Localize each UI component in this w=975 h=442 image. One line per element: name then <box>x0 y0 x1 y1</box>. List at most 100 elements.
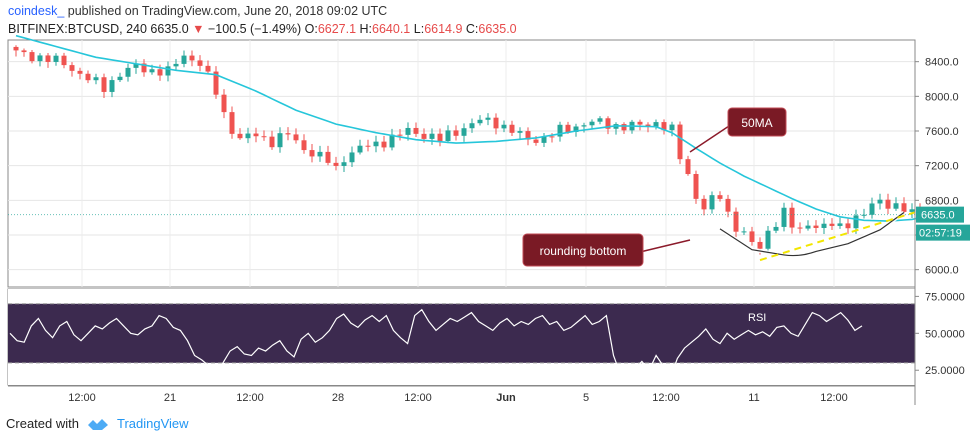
candle-body <box>549 136 555 138</box>
open-label: O: <box>304 22 318 36</box>
candle-body <box>541 136 547 143</box>
candle-body <box>85 73 91 81</box>
candle-body <box>573 126 579 132</box>
candle-body <box>101 77 107 92</box>
candle-body <box>157 69 163 76</box>
candle-body <box>133 63 139 68</box>
high-value: 6640.1 <box>372 22 411 36</box>
candle-body <box>669 124 675 131</box>
pattern-callout-box <box>522 233 644 267</box>
candle-body <box>829 223 835 226</box>
candle-body <box>285 133 291 135</box>
candle-body <box>341 162 347 166</box>
candle-body <box>61 55 67 66</box>
ma-callout-box <box>727 107 787 137</box>
pattern-callout-label: rounding bottom <box>540 244 627 258</box>
x-tick-label: 12:00 <box>68 392 96 404</box>
candle-body <box>301 140 307 151</box>
candle-body <box>149 69 155 73</box>
candle-body <box>277 133 283 148</box>
candle-body <box>821 223 827 228</box>
candle-body <box>69 65 75 71</box>
candle-body <box>365 145 371 147</box>
candle-body <box>77 70 83 74</box>
x-tick-label: 12:00 <box>652 392 680 404</box>
candle-body <box>261 136 267 138</box>
candle-body <box>253 133 259 137</box>
candle-body <box>581 125 587 127</box>
candle-body <box>869 203 875 215</box>
candle-body <box>173 63 179 67</box>
candle-body <box>797 227 803 229</box>
candle-body <box>205 65 211 72</box>
price-tick-label: 8000.0 <box>925 91 959 103</box>
candle-body <box>445 130 451 141</box>
candle-body <box>509 124 515 133</box>
candle-body <box>13 46 19 51</box>
candle-body <box>853 215 859 229</box>
candle-body <box>389 134 395 148</box>
candle-body <box>845 223 851 229</box>
candle-body <box>589 121 595 126</box>
x-tick-label: 12:00 <box>404 392 432 404</box>
candle-body <box>317 151 323 157</box>
candle-body <box>805 225 811 229</box>
candle-body <box>909 209 915 212</box>
candle-body <box>469 123 475 129</box>
candle-body <box>701 198 707 210</box>
candle-body <box>533 139 539 143</box>
price-tick-label: 6800.0 <box>925 195 959 207</box>
countdown-badge <box>916 224 970 241</box>
close-label: C: <box>465 22 479 36</box>
candle-body <box>29 52 35 62</box>
candle-body <box>685 159 691 175</box>
candle-body <box>53 55 59 62</box>
candle-body <box>93 77 99 81</box>
candle-body <box>741 231 747 233</box>
candle-body <box>437 133 443 141</box>
rsi-line <box>9 308 863 382</box>
candle-body <box>565 124 571 132</box>
x-tick-label: 12:00 <box>236 392 264 404</box>
candle-body <box>621 124 627 131</box>
candle-body <box>501 124 507 129</box>
candle-body <box>653 122 659 127</box>
candle-body <box>109 80 115 92</box>
high-label: H: <box>359 22 373 36</box>
candle-body <box>477 119 483 124</box>
pattern-callout-pointer <box>639 239 691 253</box>
candle-body <box>309 150 315 157</box>
candle-body <box>725 198 731 212</box>
ma-callout-label: 50MA <box>741 116 772 130</box>
candle-body <box>637 121 643 125</box>
candle-body <box>189 55 195 61</box>
price-pane <box>7 39 916 288</box>
candle-body <box>141 63 147 73</box>
down-arrow-icon: ▼ <box>192 22 205 36</box>
candle-body <box>645 124 651 127</box>
candle-body <box>325 151 331 163</box>
candle-body <box>813 225 819 228</box>
candle-body <box>733 211 739 232</box>
candle-body <box>269 136 275 148</box>
candle-body <box>749 231 755 242</box>
candle-body <box>181 55 187 64</box>
candle-body <box>397 134 403 136</box>
publisher-name[interactable]: coindesk_ <box>8 4 65 18</box>
candle-body <box>717 195 723 199</box>
candle-body <box>245 133 251 139</box>
tradingview-brand[interactable]: TradingView <box>116 416 189 431</box>
candle-body <box>197 60 203 66</box>
candle-body <box>213 71 219 95</box>
candle-body <box>709 195 715 210</box>
close-value: 6635.0 <box>478 22 517 36</box>
open-value: 6627.1 <box>317 22 357 36</box>
tradingview-logo-icon <box>87 418 108 430</box>
price-chart[interactable]: 8400.08000.07600.07200.06800.06400.06000… <box>0 0 975 410</box>
last-price-label: 6635.0 <box>921 210 955 222</box>
candle-body <box>781 207 787 227</box>
x-tick-label: 28 <box>332 392 344 404</box>
candle-body <box>357 145 363 153</box>
candle-body <box>45 55 51 62</box>
candle-body <box>453 130 459 136</box>
